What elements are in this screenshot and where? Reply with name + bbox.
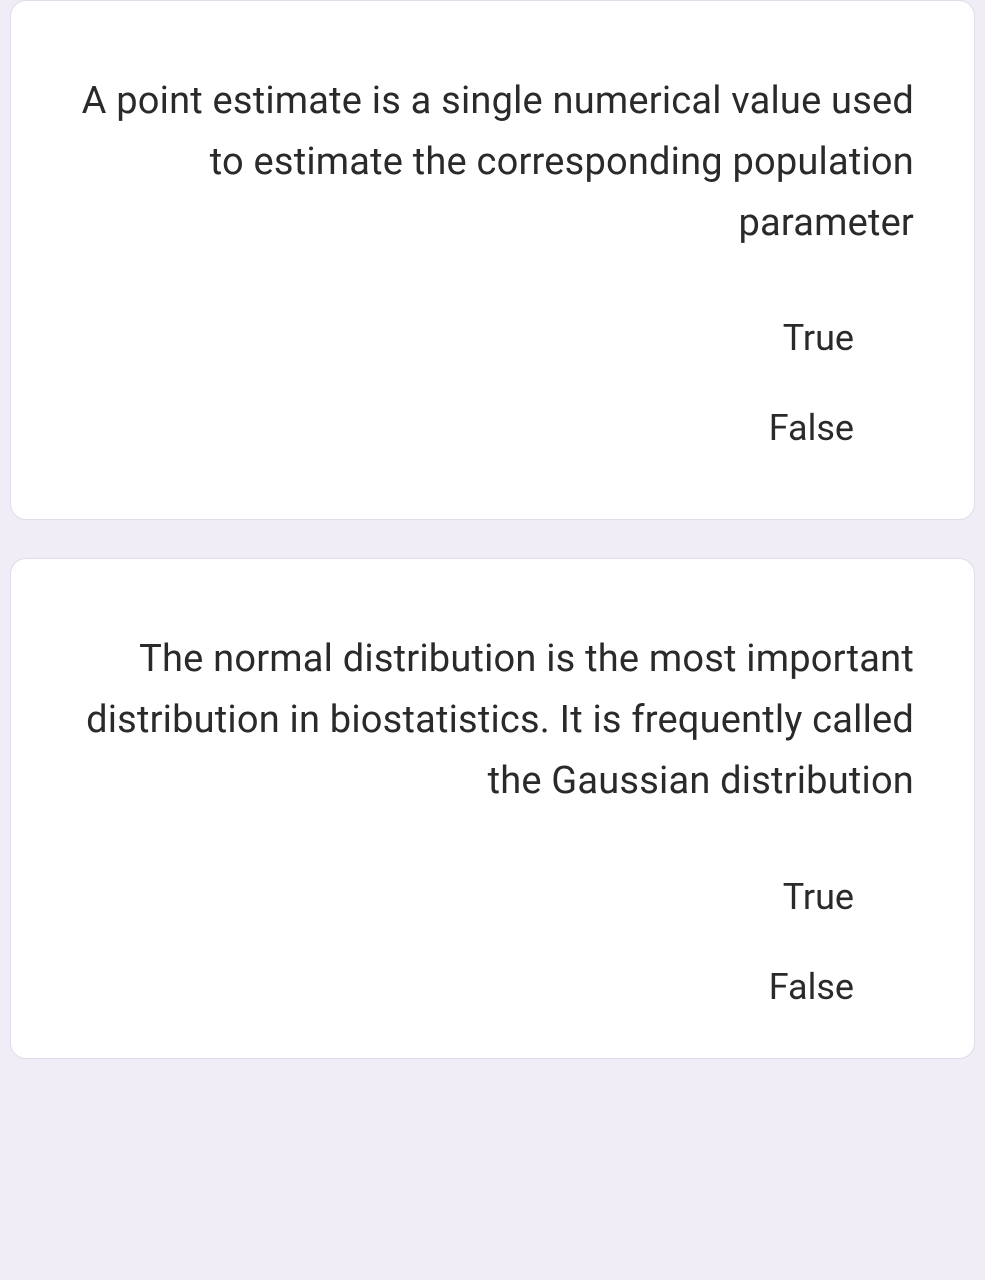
option-false[interactable]: False (71, 966, 854, 1008)
options-group: True False (71, 317, 914, 449)
options-group: True False (71, 876, 914, 1008)
option-true[interactable]: True (71, 317, 854, 359)
question-card-2: The normal distribution is the most impo… (10, 558, 975, 1058)
option-false[interactable]: False (71, 407, 854, 449)
question-text: A point estimate is a single numerical v… (71, 71, 914, 253)
option-true[interactable]: True (71, 876, 854, 918)
question-card-1: A point estimate is a single numerical v… (10, 0, 975, 520)
question-text: The normal distribution is the most impo… (71, 629, 914, 811)
